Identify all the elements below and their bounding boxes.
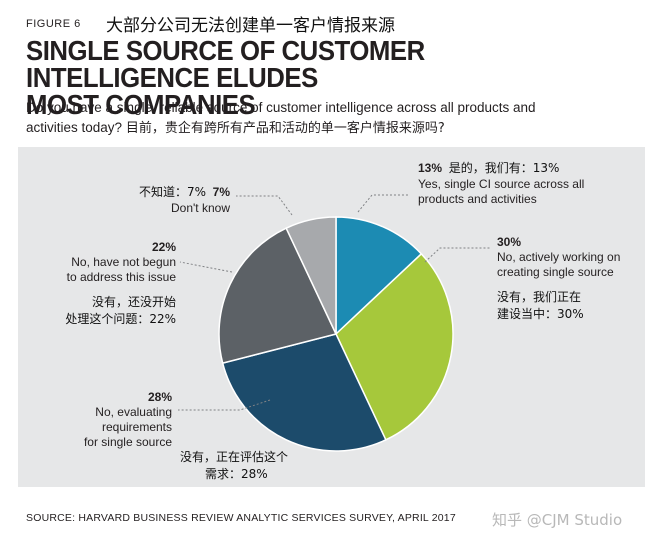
leader-lines <box>178 194 490 411</box>
question-chinese: 目前，贵企有跨所有产品和活动的单一客户情报来源吗? <box>125 121 445 136</box>
leader-line-dontknow <box>236 195 293 216</box>
pie-slice-evaluating <box>221 333 387 452</box>
figure-label: FIGURE 6 <box>26 18 81 30</box>
pie-slice-notbegun <box>218 227 338 365</box>
label-notbegun-chinese-1: 没有，还没开始 <box>91 295 176 309</box>
label-working-en-1: No, actively working on <box>497 250 621 264</box>
label-notbegun-en-1: No, have not begun <box>71 255 176 269</box>
question-english-line-1: Do you have a single, reliable source of… <box>26 100 536 115</box>
label-notbegun-en-2: to address this issue <box>66 270 176 284</box>
label-evaluating-chinese-2: 需求：28% <box>205 467 268 481</box>
label-dontknow-chinese: 不知道：7% <box>138 185 206 199</box>
label-evaluating-chinese: 没有，正在评估这个 需求：28% <box>180 449 310 483</box>
label-working-chinese-2: 建设当中：30% <box>497 307 584 321</box>
label-yes-pct: 13% <box>418 161 443 175</box>
label-evaluating: 28% No, evaluating requirements for sing… <box>78 390 172 450</box>
label-notbegun-chinese-2: 处理这个问题：22% <box>65 312 176 326</box>
leader-line-notbegun <box>179 261 233 273</box>
label-evaluating-en-3: for single source <box>83 435 172 449</box>
label-evaluating-en-1: No, evaluating <box>95 405 172 419</box>
pie-slice-yes <box>335 216 423 336</box>
pie-slices <box>218 216 454 452</box>
label-working: 30% No, actively working on creating sin… <box>497 235 620 323</box>
label-yes-en-2: products and activities <box>418 192 537 206</box>
label-yes-chinese: 是的，我们有：13% <box>448 161 560 175</box>
label-working-pct: 30% <box>497 235 522 249</box>
survey-question: Do you have a single, reliable source of… <box>26 98 646 139</box>
label-notbegun-pct: 22% <box>151 240 176 254</box>
leader-line-working <box>424 247 490 263</box>
pie-slice-dontknow <box>285 216 337 335</box>
label-yes-en-1: Yes, single CI source across all <box>418 177 585 191</box>
source-note: SOURCE: HARVARD BUSINESS REVIEW ANALYTIC… <box>26 512 456 524</box>
label-yes: 13% 是的，我们有：13% Yes, single CI source acr… <box>418 160 584 207</box>
label-working-en-2: creating single source <box>497 265 614 279</box>
label-working-chinese-1: 没有，我们正在 <box>497 290 582 304</box>
pie-slice-working <box>335 252 454 441</box>
question-line-2: activities today? 目前，贵企有跨所有产品和活动的单一客户情报来… <box>26 118 646 139</box>
figure-title-chinese: 大部分公司无法创建单一客户情报来源 <box>106 16 395 36</box>
leader-line-evaluating <box>178 399 271 411</box>
label-evaluating-en-2: requirements <box>101 420 172 434</box>
label-dontknow: 不知道：7% 7% Don't know <box>110 184 230 216</box>
label-notbegun: 22% No, have not begun to address this i… <box>52 240 176 328</box>
label-evaluating-chinese-1: 没有，正在评估这个 <box>180 450 289 464</box>
question-english-line-2: activities today? <box>26 120 123 135</box>
label-evaluating-pct: 28% <box>147 390 172 404</box>
label-dontknow-en: Don't know <box>171 201 230 215</box>
leader-line-yes <box>357 194 410 213</box>
label-dontknow-pct: 7% <box>212 185 230 199</box>
chart-title: SINGLE SOURCE OF CUSTOMER INTELLIGENCE E… <box>26 35 587 120</box>
watermark: 知乎 @CJM Studio <box>492 511 623 529</box>
chart-title-line-2: MOST COMPANIES <box>26 89 256 120</box>
chart-title-line-1: SINGLE SOURCE OF CUSTOMER INTELLIGENCE E… <box>26 35 425 93</box>
